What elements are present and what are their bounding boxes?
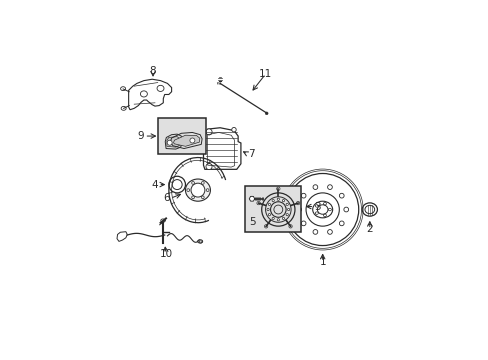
- Circle shape: [282, 217, 284, 220]
- Ellipse shape: [185, 179, 210, 201]
- Circle shape: [189, 138, 195, 143]
- Circle shape: [268, 213, 270, 216]
- Circle shape: [288, 225, 292, 228]
- Circle shape: [287, 208, 289, 211]
- Ellipse shape: [161, 219, 165, 222]
- Circle shape: [271, 217, 274, 220]
- FancyBboxPatch shape: [244, 186, 300, 232]
- Circle shape: [282, 199, 284, 202]
- Circle shape: [231, 127, 236, 132]
- Ellipse shape: [197, 240, 202, 243]
- Text: 1: 1: [319, 257, 325, 267]
- Circle shape: [266, 208, 268, 211]
- Circle shape: [205, 163, 212, 170]
- Text: 8: 8: [149, 66, 156, 76]
- Circle shape: [264, 225, 267, 228]
- Circle shape: [276, 187, 280, 190]
- Text: 3: 3: [314, 202, 320, 212]
- Circle shape: [265, 112, 267, 115]
- Text: 4: 4: [151, 180, 158, 190]
- Circle shape: [285, 203, 288, 206]
- Text: 7: 7: [247, 149, 254, 159]
- Text: 11: 11: [259, 69, 272, 79]
- Circle shape: [256, 202, 260, 205]
- FancyBboxPatch shape: [158, 118, 206, 154]
- Circle shape: [271, 199, 274, 202]
- Circle shape: [277, 198, 279, 201]
- Circle shape: [277, 219, 279, 221]
- Text: 5: 5: [249, 217, 255, 227]
- Circle shape: [191, 183, 204, 197]
- Text: 2: 2: [366, 225, 372, 234]
- Text: 9: 9: [138, 131, 144, 141]
- Circle shape: [268, 203, 270, 206]
- Circle shape: [285, 213, 288, 216]
- Circle shape: [167, 140, 172, 145]
- Text: 6: 6: [163, 193, 170, 203]
- Polygon shape: [166, 136, 180, 147]
- Circle shape: [205, 129, 212, 135]
- Circle shape: [296, 202, 299, 205]
- Polygon shape: [173, 135, 200, 146]
- Polygon shape: [249, 196, 254, 201]
- Text: 10: 10: [159, 249, 172, 259]
